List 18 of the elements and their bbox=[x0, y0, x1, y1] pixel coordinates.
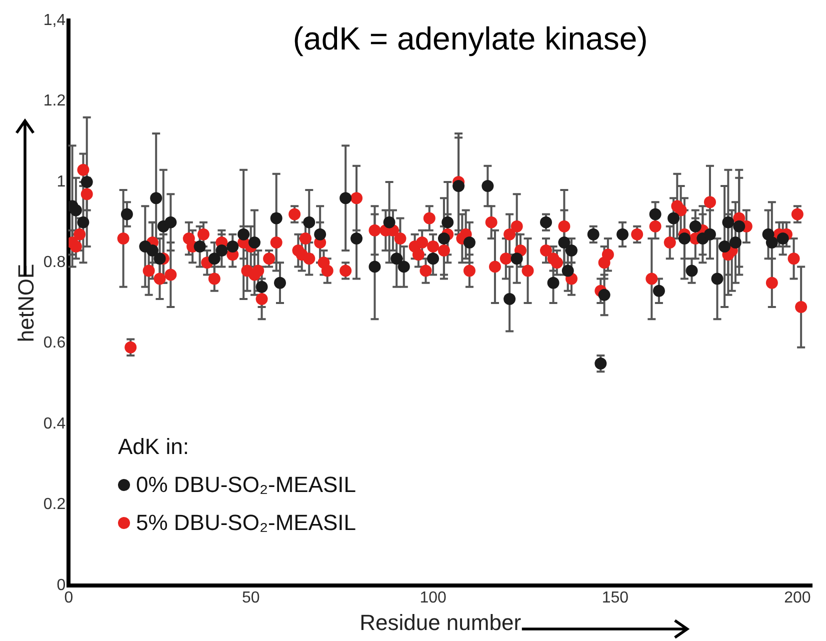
y-tick-label: 1 bbox=[56, 173, 66, 190]
x-tick-label: 100 bbox=[420, 589, 446, 606]
x-tick-label: 200 bbox=[784, 589, 811, 606]
y-tick-label: 0 bbox=[56, 576, 66, 594]
y-tick-label: 0.2 bbox=[43, 496, 66, 514]
y-tick-label: 0.4 bbox=[43, 415, 66, 432]
x-tick-label: 50 bbox=[242, 589, 260, 606]
y-tick-label: 0.8 bbox=[43, 254, 66, 272]
y-axis-title: hetNOE bbox=[13, 264, 38, 342]
x-tick-label: 150 bbox=[602, 589, 629, 606]
x-axis-title: Residue number bbox=[360, 610, 522, 635]
legend-title: AdK in: bbox=[118, 433, 190, 461]
chart-title: (adK = adenylate kinase) bbox=[292, 20, 648, 56]
legend-label: 0% DBU-SO₂-MEASIL bbox=[136, 471, 356, 499]
y-tick-label: 0.6 bbox=[43, 334, 66, 352]
legend-label: 5% DBU-SO₂-MEASIL bbox=[136, 509, 356, 537]
y-tick-label: 1.2 bbox=[43, 92, 66, 110]
y-tick-label: 1,4 bbox=[43, 12, 66, 30]
